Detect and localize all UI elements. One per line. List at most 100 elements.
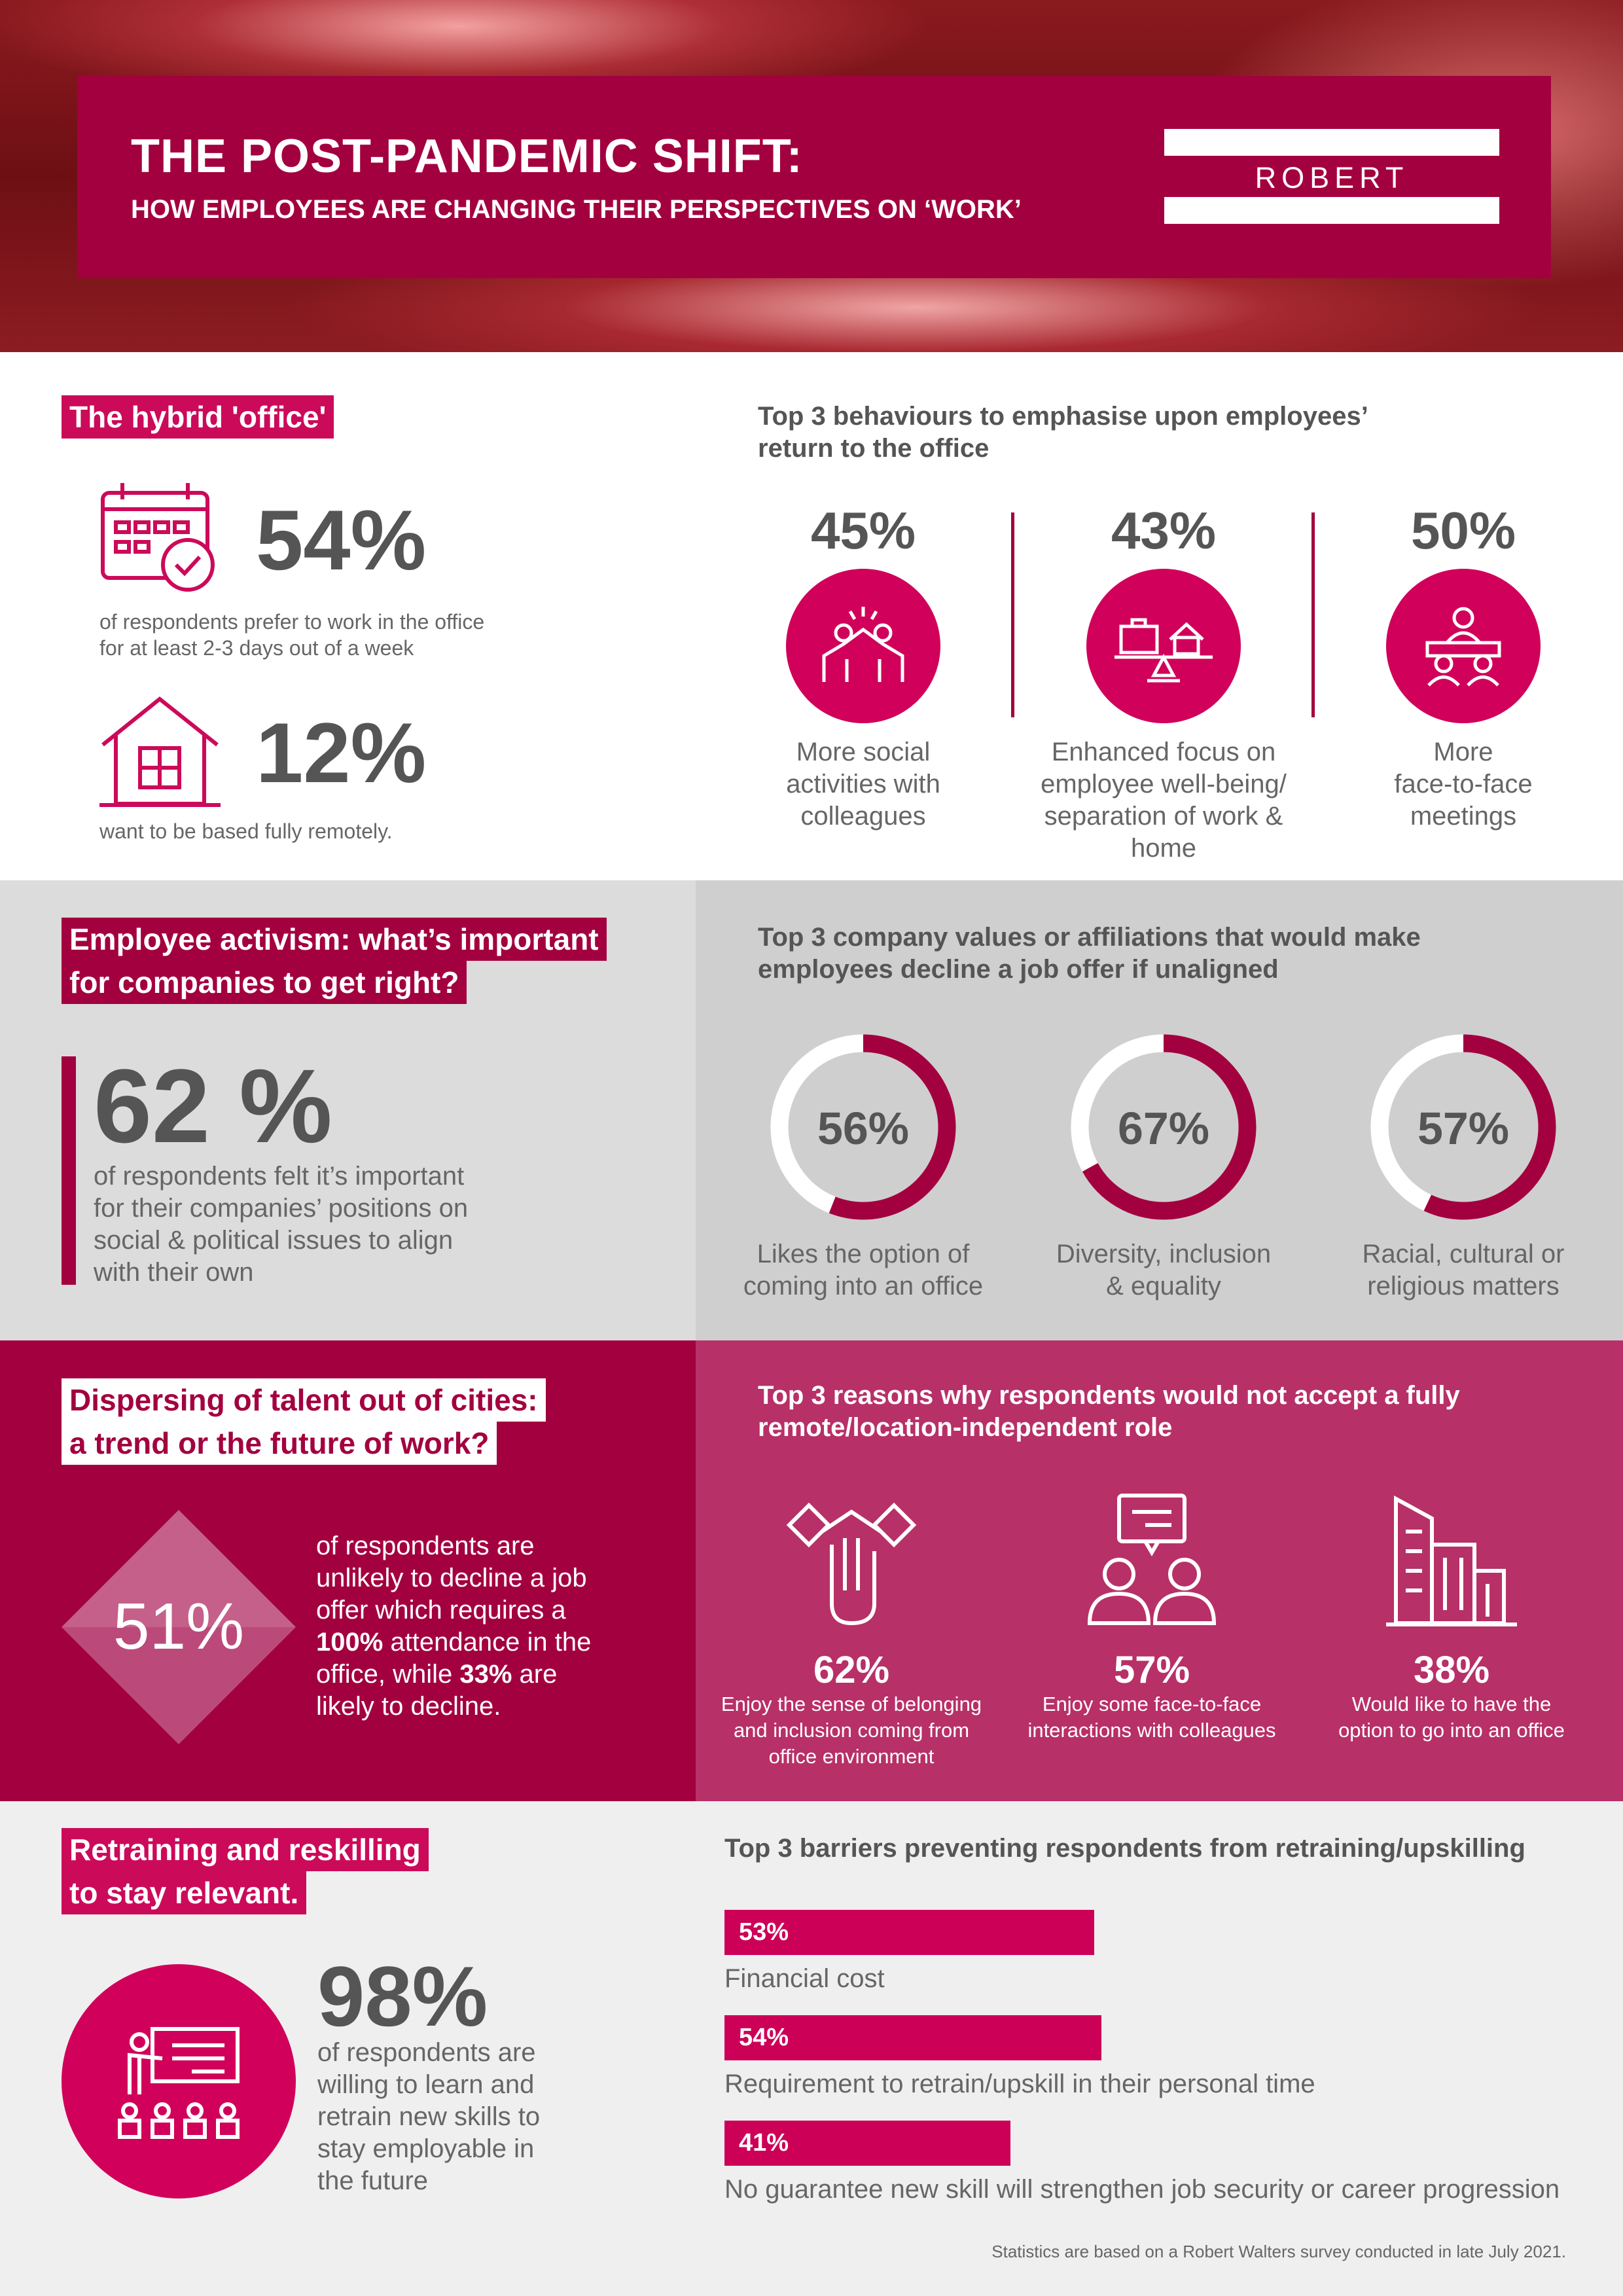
ring-chart <box>1071 1034 1257 1220</box>
stat-12: 12% <box>256 705 427 800</box>
reason-item: 57% Enjoy some face-to-face interactions w… <box>1008 1649 1296 1744</box>
stat-51: 51% <box>113 1590 245 1663</box>
behaviour-label: More social <box>796 738 931 766</box>
text-line: likely to decline. <box>316 1692 501 1721</box>
reason-item: 62% Enjoy the sense of belonging and inclu… <box>707 1649 995 1770</box>
footnote: Statistics are based on a Robert Walters… <box>991 2242 1566 2261</box>
stat-98: 98% <box>317 1948 488 2044</box>
behaviours-heading: Top 3 behaviours to emphasise upon emplo… <box>758 401 1368 465</box>
text-line: offer which requires a <box>316 1596 566 1624</box>
ring-percent: 67% <box>1117 1103 1210 1154</box>
behaviour-label: separation of work & home <box>1044 802 1283 863</box>
section-label-line: Dispersing of talent out of cities: <box>62 1378 546 1422</box>
text: office, while <box>316 1660 460 1689</box>
behaviour-percent: 45% <box>810 501 916 560</box>
reason-percent: 38% <box>1413 1649 1490 1691</box>
ring-label: Diversity, inclusion & equality <box>1000 1238 1327 1302</box>
barrier-bar: 53% <box>724 1910 1094 1955</box>
reason-label: Enjoy some face-to-face <box>1042 1693 1262 1715</box>
text-line: unlikely to decline a job <box>316 1564 587 1592</box>
behaviour-item: 45% More social activities with colleagues <box>719 501 1007 833</box>
divider <box>1011 512 1014 717</box>
section-label-line: a trend or the future of work? <box>62 1422 497 1465</box>
text-line: of respondents felt it’s important <box>94 1162 465 1191</box>
ring-arc <box>1071 1034 1257 1220</box>
ring-percent: 57% <box>1417 1103 1510 1154</box>
reason-item: 38% Would like to have the option to go in… <box>1308 1649 1596 1744</box>
behaviour-percent: 50% <box>1410 501 1516 560</box>
behaviour-label: activities with <box>786 770 940 798</box>
ring-arc <box>770 1034 956 1220</box>
stat-51-text: of respondents are unlikely to decline a … <box>316 1530 591 1723</box>
reason-label: option to go into an office <box>1338 1719 1565 1742</box>
stat-12-text: want to be based fully remotely. <box>99 819 393 843</box>
text-line: social & political issues to align <box>94 1226 454 1255</box>
text-line: 100% attendance in the <box>316 1626 591 1659</box>
reasons-heading: Top 3 reasons why respondents would not … <box>758 1380 1460 1444</box>
barriers-heading: Top 3 barriers preventing respondents fr… <box>724 1834 1525 1863</box>
section-label-line: Retraining and reskilling <box>62 1828 429 1871</box>
conversation-icon <box>1087 1494 1217 1625</box>
behaviour-label: Enhanced focus on <box>1051 738 1276 766</box>
ring-percent: 56% <box>817 1103 910 1154</box>
behaviour-label: meetings <box>1410 802 1517 831</box>
text-line: with their own <box>94 1258 254 1287</box>
house-icon <box>99 696 221 807</box>
diamond-shape <box>62 1510 296 1744</box>
stat-62: 62 % <box>94 1047 332 1164</box>
section-label-line: Employee activism: what’s important <box>62 918 607 961</box>
behaviour-label: More <box>1433 738 1493 766</box>
meeting-icon <box>1386 569 1541 723</box>
dispersing-right-panel <box>696 1340 1623 1801</box>
reason-percent: 62% <box>813 1649 890 1691</box>
heading-line: Top 3 behaviours to emphasise upon emplo… <box>758 402 1368 431</box>
heading-line: employees decline a job offer if unalign… <box>758 955 1279 984</box>
activism-label: Employee activism: what’s important for … <box>62 918 607 1004</box>
text-line: retrain new skills to <box>317 2102 541 2131</box>
barrier-bar: 54% <box>724 2015 1101 2060</box>
text-line: for their companies’ positions on <box>94 1194 469 1223</box>
divider <box>1311 512 1315 717</box>
work-life-balance-icon <box>1086 569 1241 723</box>
stat-98-text: of respondents are willing to learn and re… <box>317 2037 540 2197</box>
ring-chart <box>1370 1034 1556 1220</box>
heading-line: Top 3 reasons why respondents would not … <box>758 1381 1460 1410</box>
reason-label: Would like to have the <box>1351 1693 1552 1715</box>
text-line: of respondents prefer to work in the off… <box>99 610 485 634</box>
calendar-check-icon <box>101 483 215 592</box>
social-activities-icon <box>786 569 940 723</box>
ring-arc <box>1370 1034 1556 1220</box>
ring-chart <box>770 1034 956 1220</box>
label-line: Likes the option of <box>757 1240 970 1268</box>
value-ring: 67% Diversity, inclusion & equality <box>1056 1029 1271 1300</box>
label-line: religious matters <box>1367 1272 1560 1300</box>
page-title: THE POST-PANDEMIC SHIFT: <box>131 130 803 183</box>
accent-bar <box>62 1056 76 1285</box>
heading-line: return to the office <box>758 434 990 463</box>
reason-label: Enjoy the sense of belonging <box>721 1693 982 1715</box>
text: are <box>512 1660 558 1689</box>
stat-62-text: of respondents felt it’s important for th… <box>94 1160 468 1289</box>
ring-label: Racial, cultural or religious matters <box>1300 1238 1623 1302</box>
text-line: for at least 2-3 days out of a week <box>99 636 414 660</box>
behaviour-item: 50% More face-to-face meetings <box>1319 501 1607 833</box>
stat-54-text: of respondents prefer to work in the off… <box>99 609 484 661</box>
barrier-label: Financial cost <box>724 1964 885 1993</box>
behaviour-percent: 43% <box>1111 501 1217 560</box>
ring-label: Likes the option of coming into an office <box>700 1238 1027 1302</box>
reason-label: interactions with colleagues <box>1027 1719 1276 1742</box>
label-line: Diversity, inclusion <box>1056 1240 1272 1268</box>
emphasis: 33% <box>459 1660 512 1689</box>
text-line: the future <box>317 2166 429 2195</box>
section-label-line: for companies to get right? <box>62 961 467 1004</box>
label-line: Racial, cultural or <box>1362 1240 1565 1268</box>
text-line: willing to learn and <box>317 2070 535 2099</box>
behaviour-label: colleagues <box>800 802 926 831</box>
barrier-label: Requirement to retrain/upskill in their … <box>724 2070 1315 2098</box>
values-heading: Top 3 company values or affiliations tha… <box>758 922 1421 986</box>
logo-bar-bottom <box>1164 197 1499 224</box>
reason-percent: 57% <box>1113 1649 1190 1691</box>
label-line: coming into an office <box>743 1272 984 1300</box>
text: attendance in the <box>383 1628 592 1657</box>
retraining-label: Retraining and reskilling to stay releva… <box>62 1828 429 1914</box>
